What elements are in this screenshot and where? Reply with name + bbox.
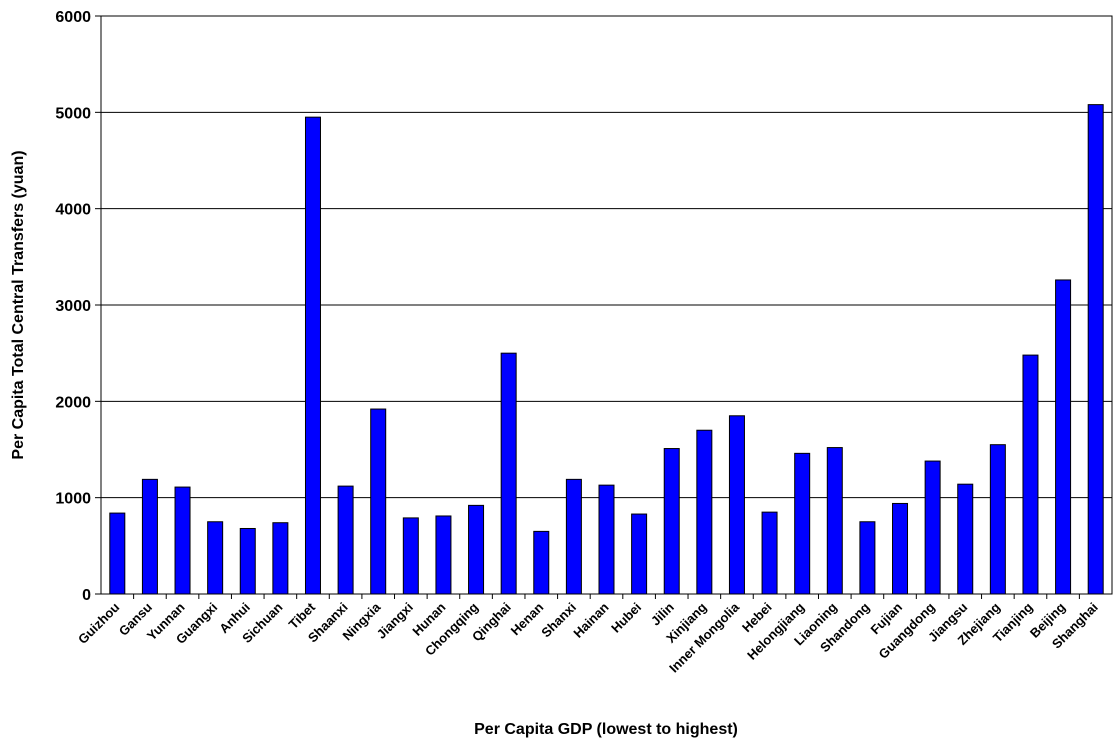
x-tick-label: Shanxi <box>538 600 579 641</box>
gridlines <box>101 15 1112 499</box>
y-axis: 0 1000 2000 3000 4000 5000 6000 <box>55 9 102 604</box>
bar-guangdong <box>924 460 941 595</box>
bar-zhejiang <box>989 444 1006 595</box>
bar-shaanxi <box>337 485 354 595</box>
y-tick-label: 4000 <box>55 202 91 219</box>
bar-chongqing <box>468 504 485 595</box>
y-tick-label: 0 <box>82 587 91 604</box>
bar-hebei <box>761 511 778 595</box>
bar-hainan <box>598 484 615 595</box>
bar-beijing <box>1055 279 1072 595</box>
bar-liaoning <box>826 447 843 595</box>
bar-shanghai <box>1087 104 1104 595</box>
bar-jilin <box>663 448 680 595</box>
bar-guizhou <box>109 512 126 595</box>
bar-tibet <box>304 116 321 595</box>
bar-anhui <box>239 527 256 595</box>
bar-qinghai <box>500 352 517 595</box>
bar-tianjing <box>1022 354 1039 595</box>
bar-yunnan <box>174 486 191 595</box>
bar-shandong <box>859 521 876 595</box>
x-tick-label: Jiangxi <box>374 600 416 642</box>
bars <box>109 104 1104 595</box>
bar-helongjiang <box>794 452 811 595</box>
x-tick-label: Jilin <box>648 599 677 628</box>
bar-hubei <box>631 513 648 595</box>
x-axis-title: Per Capita GDP (lowest to highest) <box>474 721 738 738</box>
bar-fujian <box>892 502 909 595</box>
y-axis-title: Per Capita Total Central Transfers (yuan… <box>10 150 27 459</box>
x-tick-label: Hainan <box>570 599 611 640</box>
bar-guangxi <box>207 521 224 595</box>
bar-ningxia <box>370 408 387 595</box>
x-tick-label: Guizhou <box>75 599 122 646</box>
bar-gansu <box>141 478 158 595</box>
bar-jiangxi <box>402 517 419 595</box>
bar-hunan <box>435 515 452 595</box>
bar-inner-mongolia <box>728 415 745 595</box>
y-tick-label: 2000 <box>55 394 91 411</box>
bar-jiangsu <box>957 483 974 595</box>
y-tick-label: 5000 <box>55 105 91 122</box>
y-tick-label: 3000 <box>55 298 91 315</box>
x-tick-label: Hubei <box>608 600 644 636</box>
bar-henan <box>533 530 550 595</box>
bar-shanxi <box>565 478 582 595</box>
bar-sichuan <box>272 522 289 595</box>
y-tick-label: 1000 <box>55 491 91 508</box>
bar-xinjiang <box>696 429 713 595</box>
y-tick-label: 6000 <box>55 9 91 26</box>
